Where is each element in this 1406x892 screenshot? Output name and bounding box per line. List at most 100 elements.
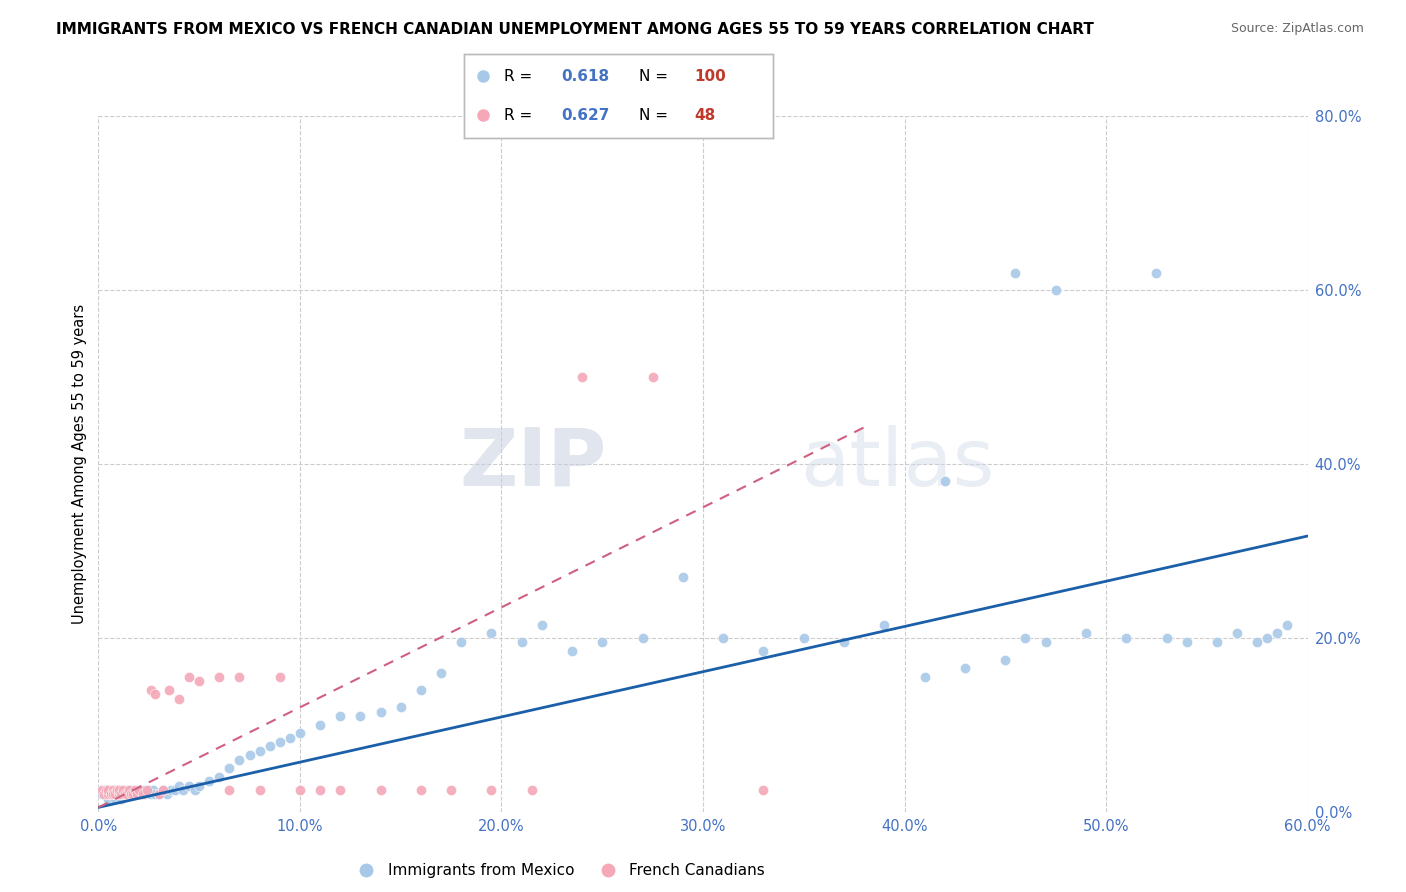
Point [91, 788, 114, 801]
Point [91, 783, 114, 797]
Text: Source: ZipAtlas.com: Source: ZipAtlas.com [1230, 22, 1364, 36]
Text: 100: 100 [695, 69, 725, 84]
Point [148, 788, 170, 801]
Point [118, 788, 141, 801]
Point [124, 783, 146, 797]
Point [370, 705, 392, 719]
Point [1277, 617, 1299, 632]
Point [121, 788, 143, 801]
Point [100, 788, 122, 801]
Point [1267, 626, 1289, 640]
Point [1256, 631, 1278, 645]
Point [139, 683, 162, 698]
Point [1045, 283, 1067, 297]
Point [142, 783, 165, 797]
Point [370, 783, 392, 797]
Point [1035, 635, 1057, 649]
Point [329, 783, 352, 797]
Point [752, 783, 775, 797]
Point [96, 783, 118, 797]
Point [1146, 266, 1168, 280]
Point [120, 788, 142, 801]
Point [288, 783, 311, 797]
Point [124, 788, 146, 801]
Text: R =: R = [505, 69, 537, 84]
Text: 0.618: 0.618 [561, 69, 610, 84]
Text: atlas: atlas [800, 425, 994, 503]
Text: N =: N = [638, 108, 672, 123]
Point [135, 783, 157, 797]
Point [163, 783, 186, 797]
Point [249, 783, 271, 797]
Point [148, 788, 170, 801]
Point [107, 783, 129, 797]
Point [481, 626, 503, 640]
Point [105, 783, 128, 797]
Point [114, 788, 136, 801]
Point [124, 783, 146, 797]
Point [120, 783, 142, 797]
Point [520, 783, 543, 797]
Point [110, 788, 132, 801]
Point [329, 709, 352, 723]
Point [107, 788, 129, 801]
Point [188, 674, 211, 689]
Point [100, 783, 122, 797]
Point [832, 635, 855, 649]
Point [93, 783, 115, 797]
Point [228, 670, 250, 684]
Point [129, 788, 152, 801]
Point [571, 369, 593, 384]
Point [430, 665, 453, 680]
Point [793, 631, 815, 645]
Point [110, 788, 132, 801]
Point [994, 652, 1017, 666]
Point [143, 788, 166, 801]
Point [172, 783, 194, 797]
Point [309, 783, 332, 797]
Point [105, 783, 128, 797]
Text: ZIP: ZIP [458, 425, 606, 503]
Point [105, 788, 128, 801]
Point [111, 783, 134, 797]
Point [409, 783, 432, 797]
Point [103, 788, 125, 801]
Point [125, 788, 148, 801]
Point [128, 783, 150, 797]
Point [711, 631, 734, 645]
Point [641, 369, 664, 384]
Point [208, 670, 231, 684]
Point [269, 735, 291, 749]
Point [440, 783, 463, 797]
Point [239, 748, 262, 763]
Point [128, 783, 150, 797]
Point [278, 731, 301, 745]
Point [152, 783, 174, 797]
Point [107, 788, 129, 801]
Point [120, 788, 142, 801]
Point [118, 783, 141, 797]
Point [160, 783, 183, 797]
Point [228, 753, 250, 767]
Point [218, 783, 240, 797]
Point [184, 783, 207, 797]
Point [1074, 626, 1097, 640]
Y-axis label: Unemployment Among Ages 55 to 59 years: Unemployment Among Ages 55 to 59 years [72, 304, 87, 624]
Point [481, 783, 503, 797]
Point [218, 761, 240, 775]
Point [132, 783, 155, 797]
Text: 0.627: 0.627 [561, 108, 610, 123]
Point [349, 709, 371, 723]
Point [561, 644, 583, 658]
Point [389, 700, 412, 714]
Point [107, 783, 129, 797]
Point [139, 788, 162, 801]
Point [1175, 635, 1198, 649]
Point [143, 687, 166, 701]
Point [128, 788, 150, 801]
Point [179, 670, 201, 684]
Point [510, 635, 533, 649]
Point [530, 617, 553, 632]
Point [125, 788, 148, 801]
Point [591, 635, 613, 649]
